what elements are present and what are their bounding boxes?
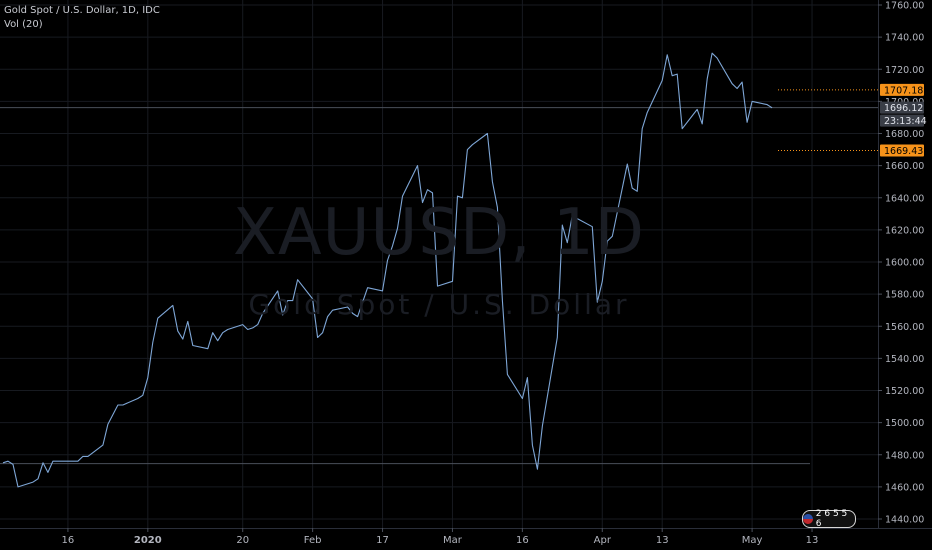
price-tick-label: 1740.00 [885,33,924,44]
price-tick-label: 1720.00 [885,65,924,76]
time-tick-label: 16 [516,535,529,546]
price-tick-label: 1440.00 [885,515,924,526]
time-tick-label: May [742,535,763,546]
legend-indicator[interactable]: Vol (20) [4,19,43,30]
price-badge [880,83,924,96]
price-tick-label: 1500.00 [885,418,924,429]
price-tick-label: 1480.00 [885,450,924,461]
horizontal-lines [0,89,878,465]
tradingview-logo[interactable]: 2 6 5 5 6 [802,509,856,529]
price-badge [880,144,924,157]
price-badge [880,101,924,114]
logo-text: 2 6 5 5 6 [815,509,848,529]
price-badge-label: 23:13:44 [884,116,927,127]
time-tick-label: Apr [594,535,612,546]
price-tick-label: 1640.00 [885,193,924,204]
price-tick-label: 1560.00 [885,322,924,333]
price-axis[interactable]: 1440.00 1460.00 1480.00 1500.00 1520.00 1540.… [878,0,924,528]
time-tick-label: 13 [806,535,819,546]
price-tick-label: 1660.00 [885,161,924,172]
price-tick-label: 1620.00 [885,225,924,236]
price-badge-label: 1707.18 [884,85,923,96]
price-tick-label: 1600.00 [885,258,924,269]
time-tick-label: 13 [656,535,669,546]
legend-title[interactable]: Gold Spot / U.S. Dollar, 1D, IDC [4,5,160,16]
time-tick-label: 2020 [134,535,162,546]
price-series[interactable] [2,52,773,488]
time-tick-label: 20 [236,535,249,546]
price-badge-label: 1669.43 [884,146,923,157]
price-tick-label: 1760.00 [885,1,924,12]
price-tick-label: 1580.00 [885,290,924,301]
price-badges: 1707.18 1696.12 23:13:44 1669.43 [880,83,927,157]
time-tick-label: 16 [62,535,75,546]
time-axis[interactable]: 16 2020 20 Feb 17 Mar 16 Apr 13 May 13 [0,528,932,546]
chart-grid [0,0,878,528]
price-tick-label: 1460.00 [885,482,924,493]
time-tick-label: Mar [443,535,463,546]
price-line[interactable] [2,52,773,488]
price-tick-label: 1680.00 [885,129,924,140]
price-tick-label: 1540.00 [885,354,924,365]
price-badge-label: 1696.12 [884,103,923,114]
time-tick-label: Feb [304,535,322,546]
flag-icon [803,514,813,524]
price-tick-label: 1520.00 [885,386,924,397]
chart-legend[interactable]: Gold Spot / U.S. Dollar, 1D, IDC Vol (20… [4,4,160,32]
time-tick-label: 17 [376,535,389,546]
price-badge [880,114,924,127]
